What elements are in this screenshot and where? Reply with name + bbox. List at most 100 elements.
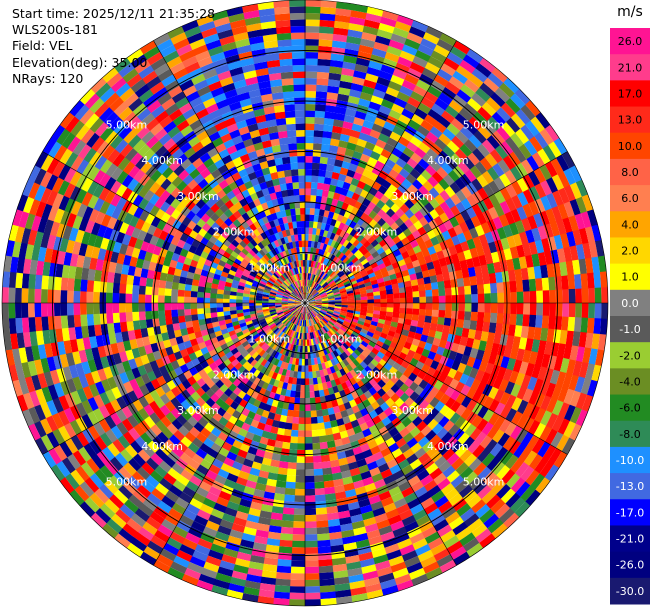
range-gate bbox=[282, 435, 291, 443]
range-gate bbox=[479, 57, 497, 74]
range-gate bbox=[316, 277, 322, 284]
range-gate bbox=[522, 388, 534, 404]
range-gate bbox=[424, 315, 432, 324]
range-gate bbox=[475, 274, 484, 286]
range-gate bbox=[455, 462, 469, 476]
range-gate bbox=[281, 513, 294, 522]
range-gate bbox=[430, 50, 448, 64]
range-gate bbox=[516, 414, 529, 430]
range-gate bbox=[438, 133, 452, 146]
range-gate bbox=[556, 219, 567, 236]
range-gate bbox=[353, 271, 361, 278]
range-gate bbox=[316, 255, 321, 263]
range-gate bbox=[328, 320, 335, 327]
range-gate bbox=[342, 231, 350, 240]
range-gate bbox=[348, 354, 356, 362]
range-gate bbox=[407, 411, 419, 423]
range-gate bbox=[229, 302, 237, 307]
range-gate bbox=[306, 273, 309, 280]
range-gate bbox=[339, 360, 347, 369]
range-gate bbox=[288, 599, 305, 606]
range-gate bbox=[345, 218, 353, 227]
range-gate bbox=[320, 292, 327, 297]
range-gate bbox=[406, 303, 413, 309]
range-gate bbox=[505, 197, 517, 213]
range-gate bbox=[522, 402, 535, 418]
range-gate bbox=[305, 6, 322, 14]
range-gate bbox=[313, 475, 324, 483]
range-gate bbox=[569, 199, 582, 217]
range-gate bbox=[575, 409, 588, 427]
range-gate bbox=[418, 185, 430, 197]
range-gate bbox=[343, 280, 351, 286]
range-gate bbox=[405, 173, 417, 185]
range-gate bbox=[444, 287, 452, 297]
range-gate bbox=[388, 39, 405, 51]
range-gate bbox=[444, 105, 460, 119]
range-gate bbox=[374, 160, 386, 171]
range-gate bbox=[184, 296, 191, 303]
range-gate bbox=[446, 51, 464, 66]
range-gate bbox=[437, 372, 448, 384]
range-gate bbox=[341, 306, 348, 310]
range-gate bbox=[279, 454, 289, 463]
range-gate bbox=[474, 528, 492, 544]
range-gate bbox=[338, 353, 346, 361]
range-gate bbox=[472, 111, 488, 126]
range-gate bbox=[450, 318, 458, 328]
range-gate bbox=[314, 202, 322, 210]
range-gate bbox=[340, 291, 348, 296]
range-gate bbox=[497, 303, 504, 314]
range-gate bbox=[363, 278, 371, 284]
range-gate bbox=[514, 88, 531, 106]
range-gate bbox=[484, 231, 495, 244]
range-gate bbox=[425, 131, 439, 144]
range-gate bbox=[457, 344, 466, 355]
range-gate bbox=[449, 181, 462, 195]
range-gate bbox=[342, 358, 350, 367]
range-gate bbox=[412, 179, 424, 191]
range-gate bbox=[536, 303, 543, 317]
range-gate bbox=[304, 417, 312, 424]
range-gate bbox=[407, 267, 416, 276]
range-gate bbox=[520, 374, 532, 389]
range-gate bbox=[478, 360, 489, 373]
range-gate bbox=[158, 302, 165, 311]
range-gate bbox=[476, 448, 490, 463]
range-gate bbox=[132, 293, 139, 303]
range-gate bbox=[34, 274, 43, 290]
range-gate bbox=[120, 273, 128, 285]
range-gate bbox=[469, 247, 479, 259]
range-gate bbox=[315, 104, 327, 112]
range-gate bbox=[593, 272, 602, 289]
range-gate bbox=[313, 274, 318, 282]
range-gate bbox=[569, 182, 583, 200]
range-gate bbox=[407, 475, 421, 487]
range-gate bbox=[563, 388, 575, 406]
range-gate bbox=[356, 363, 365, 372]
range-gate bbox=[463, 276, 471, 287]
range-gate bbox=[354, 274, 363, 281]
range-gate bbox=[339, 273, 347, 280]
range-gate bbox=[477, 303, 485, 313]
range-gate bbox=[325, 312, 333, 317]
range-gate bbox=[488, 272, 497, 285]
range-gate bbox=[381, 271, 390, 278]
range-gate bbox=[171, 302, 178, 311]
range-gate bbox=[465, 387, 477, 400]
range-gate bbox=[315, 513, 328, 522]
range-gate bbox=[314, 261, 319, 269]
range-gate bbox=[342, 366, 350, 375]
range-gate bbox=[419, 206, 430, 217]
range-gate bbox=[525, 100, 541, 118]
range-gate bbox=[328, 261, 335, 269]
range-gate bbox=[305, 52, 319, 59]
range-gate bbox=[492, 216, 504, 230]
range-gate bbox=[521, 217, 532, 233]
range-gate bbox=[378, 262, 386, 270]
range-gate bbox=[361, 32, 378, 42]
range-gate bbox=[274, 578, 291, 587]
range-gate bbox=[354, 303, 361, 307]
range-gate bbox=[335, 348, 342, 356]
range-gate bbox=[311, 234, 316, 242]
